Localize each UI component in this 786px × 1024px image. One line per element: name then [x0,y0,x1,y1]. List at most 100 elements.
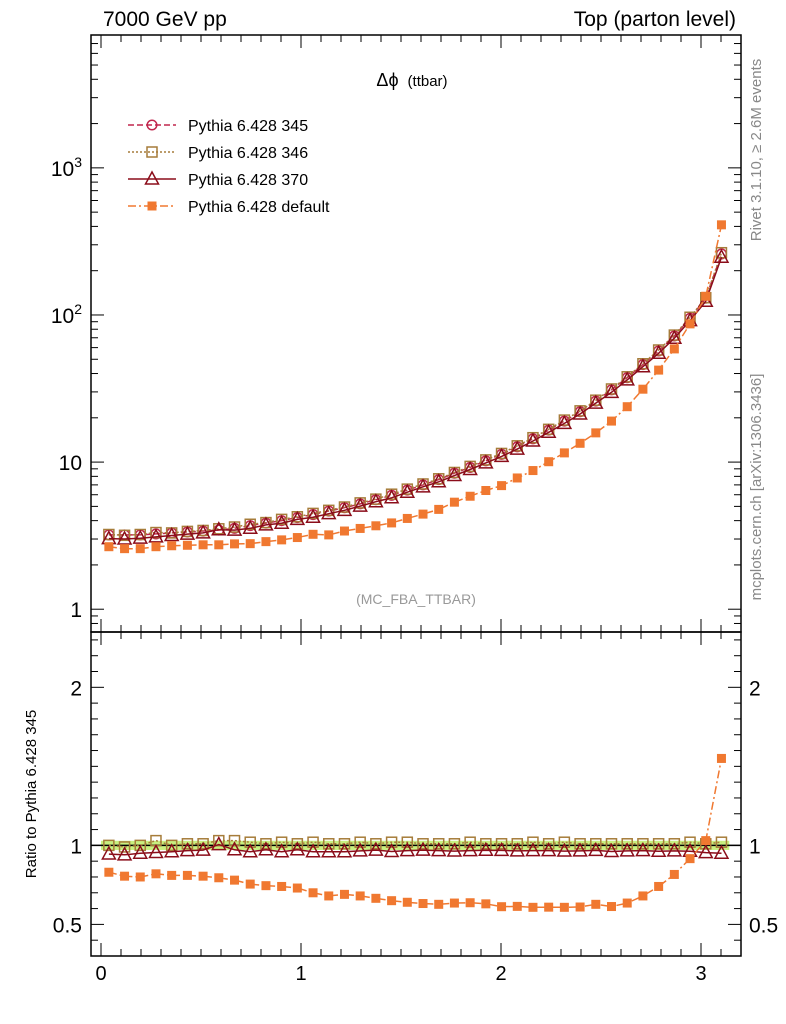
ratio-point-s346 [558,836,571,848]
main-point-default [622,402,632,412]
ratio-point-s346 [244,836,256,848]
ratio-point-s370 [242,843,258,858]
x-tick-label: 1 [295,963,306,985]
main-point-default [575,438,585,448]
main-y-tick-label: 10 [59,452,82,475]
main-point-default [669,344,679,354]
ratio-point-s370 [650,842,667,857]
ratio-point-default [292,883,302,893]
ratio-point-s370 [211,836,227,851]
ratio-point-default [308,888,318,898]
ratio-point-s370 [713,844,730,860]
main-point-s370 [588,394,604,409]
ratio-plot: 0 1 2 3 0.5 0.5 1 1 2 2 Ratio to Pythia 6.428 345 [23,631,778,985]
main-point-default [387,518,397,528]
ratio-y-tick-label: 1 [70,835,82,858]
main-point-default [607,416,616,426]
ratio-point-s370 [179,842,196,857]
main-axes: 1 10 102 103 [51,34,742,633]
main-point-s370 [493,447,510,463]
legend-marker-s346 [146,146,158,158]
main-point-default [638,384,648,394]
main-point-s370 [666,329,683,344]
ratio-point-s346 [338,838,351,850]
side-text-rivet: Rivet 3.1.10, ≥ 2.6M events [748,59,765,242]
main-point-s346 [134,528,147,541]
main-point-default [230,539,240,549]
main-point-s370 [478,454,494,469]
ratio-point-default [104,867,114,877]
ratio-point-default [449,898,459,908]
ratio-point-default [528,902,538,912]
main-point-s370 [399,483,416,498]
main-point-default [120,544,130,554]
ratio-point-s346 [134,839,147,852]
main-point-s346 [275,513,288,526]
ratio-point-s370 [446,842,463,857]
main-point-default [261,537,271,547]
main-point-s370 [226,521,243,536]
main-line-s345 [108,253,723,536]
x-tick-label: 2 [495,963,506,985]
ratio-point-s346 [605,838,618,850]
ratio-point-s370 [383,842,400,858]
main-point-s370 [116,530,133,545]
ratio-point-default [559,902,569,912]
ratio-point-default [182,870,192,880]
main-point-default [559,448,569,458]
main-point-s370 [540,423,557,439]
main-point-s370 [446,466,463,482]
main-point-s370 [525,432,541,447]
analysis-label: (MC_FBA_TTBAR) [356,591,476,607]
ratio-point-default [701,836,711,846]
legend-label-s370: Pythia 6.428 370 [188,172,308,189]
ratio-point-s346 [118,841,131,853]
main-point-s370 [415,478,431,493]
ratio-point-s346 [590,838,602,850]
ratio-point-s346 [574,838,586,850]
main-point-default [434,504,444,514]
ratio-point-default [575,902,585,912]
ratio-point-s370 [635,842,651,857]
main-point-default [701,291,711,301]
main-point-s370 [211,521,227,536]
ratio-plot-frame [90,631,742,957]
main-point-default [512,473,522,483]
main-point-default [481,486,491,496]
main-point-s370 [635,358,651,373]
main-line-s346 [108,252,723,537]
ratio-point-default [591,899,601,909]
ratio-point-s370 [163,843,180,858]
main-point-default [214,540,224,550]
legend-marker-s345 [146,119,158,131]
ratio-point-s370 [525,842,541,857]
main-point-s370 [242,519,258,535]
main-point-s370 [321,505,337,520]
ratio-point-s346 [668,838,681,850]
main-point-s370 [289,510,306,526]
ratio-y-tick-label-right: 1 [749,835,761,858]
main-line-default [108,224,723,550]
main-point-s370 [163,526,180,542]
main-point-s346 [307,507,319,520]
ratio-point-s346 [370,838,382,850]
ratio-point-s346 [213,834,225,847]
ratio-point-s346 [228,834,241,847]
ratio-point-s346 [542,838,555,850]
ratio-point-s346 [103,839,115,852]
main-point-default [528,466,538,476]
main-point-default [292,533,302,543]
ratio-point-default [622,898,632,908]
main-point-default [151,542,161,552]
ratio-point-s370 [273,843,290,858]
ratio-point-s370 [258,841,274,856]
ratio-point-default [230,875,240,885]
ratio-point-s346 [275,836,288,848]
ratio-point-default [481,899,491,909]
legend-marker-default [147,201,157,211]
ratio-point-s346 [511,838,524,850]
main-point-s370 [258,516,274,531]
ratio-point-s370 [698,844,714,859]
main-point-s370 [368,493,384,508]
ratio-point-default [245,879,255,889]
